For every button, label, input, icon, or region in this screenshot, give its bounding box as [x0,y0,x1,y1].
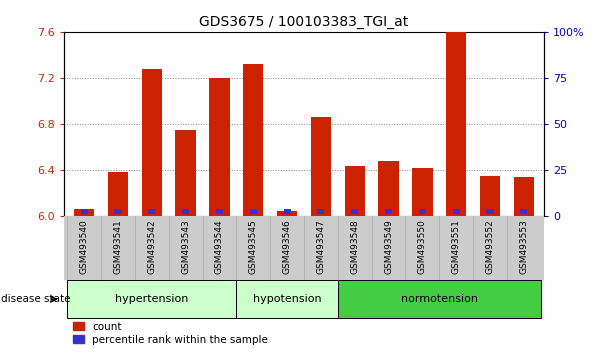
Bar [142,69,162,216]
Text: GSM493540: GSM493540 [80,219,89,274]
Text: GSM493541: GSM493541 [114,219,122,274]
Text: GSM493552: GSM493552 [486,219,494,274]
Text: hypotension: hypotension [253,294,322,304]
Legend: count, percentile rank within the sample: count, percentile rank within the sample [69,317,272,349]
Text: GSM493546: GSM493546 [283,219,292,274]
Text: GSM493549: GSM493549 [384,219,393,274]
Text: GSM493550: GSM493550 [418,219,427,274]
Bar [216,209,223,214]
Bar [277,211,297,216]
Text: GSM493543: GSM493543 [181,219,190,274]
Bar [351,209,358,214]
Text: disease state: disease state [1,294,70,304]
Bar [67,280,237,318]
Text: normotension: normotension [401,294,478,304]
Bar [520,209,527,214]
Bar [446,32,466,216]
Text: GSM493547: GSM493547 [316,219,325,274]
Bar [114,209,122,214]
Bar [486,209,494,214]
Bar [182,209,189,214]
Bar [378,161,399,216]
Bar [108,172,128,216]
Bar [176,130,196,216]
Bar [209,78,230,216]
Bar [243,64,263,216]
Bar [74,209,94,216]
Bar [514,177,534,216]
Bar [412,167,432,216]
Text: hypertension: hypertension [115,294,188,304]
Bar [250,209,257,214]
Bar [419,209,426,214]
Bar [453,209,460,214]
Text: GSM493545: GSM493545 [249,219,258,274]
Title: GDS3675 / 100103383_TGI_at: GDS3675 / 100103383_TGI_at [199,16,409,29]
Text: GSM493553: GSM493553 [519,219,528,274]
Bar [345,166,365,216]
Bar [317,209,325,214]
Text: GSM493542: GSM493542 [147,219,156,274]
Text: GSM493544: GSM493544 [215,219,224,274]
Bar [283,209,291,214]
Text: GSM493548: GSM493548 [350,219,359,274]
Bar [338,280,541,318]
Bar [311,117,331,216]
Bar [237,280,338,318]
Bar [385,209,392,214]
Bar [480,176,500,216]
Text: GSM493551: GSM493551 [452,219,461,274]
Bar [81,209,88,214]
Bar [148,209,155,214]
